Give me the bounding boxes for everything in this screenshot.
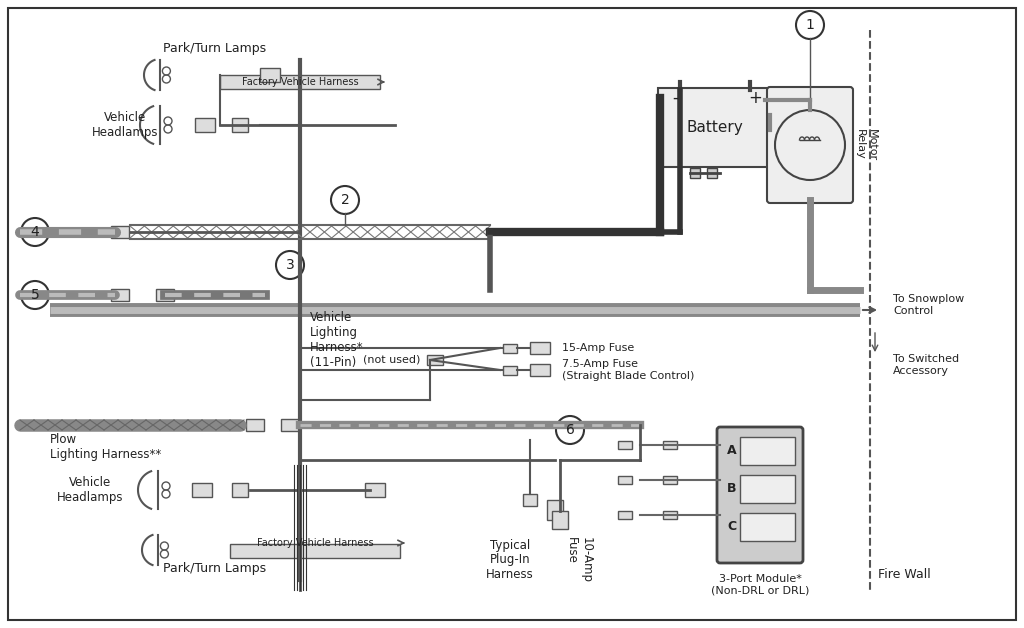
Text: (not used): (not used) [362, 355, 420, 365]
Bar [740, 475, 795, 503]
Text: Battery: Battery [687, 120, 743, 135]
Text: -: - [672, 89, 678, 107]
FancyBboxPatch shape [618, 511, 632, 519]
Text: Factory Vehicle Harness: Factory Vehicle Harness [242, 77, 358, 87]
FancyBboxPatch shape [552, 511, 568, 529]
Text: Typical
Plug-In
Harness: Typical Plug-In Harness [486, 538, 534, 582]
Text: To Snowplow
Control: To Snowplow Control [893, 294, 965, 316]
FancyBboxPatch shape [232, 483, 248, 497]
FancyBboxPatch shape [220, 75, 380, 89]
FancyBboxPatch shape [230, 544, 400, 558]
Text: 2: 2 [341, 193, 349, 207]
Text: Motor
Relay: Motor Relay [855, 129, 877, 161]
FancyBboxPatch shape [503, 365, 517, 374]
Text: +: + [749, 89, 762, 107]
Text: A: A [727, 443, 737, 457]
FancyBboxPatch shape [663, 511, 677, 519]
Text: 3: 3 [286, 258, 294, 272]
Text: Fire Wall: Fire Wall [878, 568, 931, 582]
Text: 4: 4 [31, 225, 39, 239]
Text: 1: 1 [806, 18, 814, 32]
FancyBboxPatch shape [523, 494, 537, 506]
Text: 3-Port Module*
(Non-DRL or DRL): 3-Port Module* (Non-DRL or DRL) [711, 574, 809, 596]
FancyBboxPatch shape [503, 344, 517, 352]
Text: To Switched
Accessory: To Switched Accessory [893, 354, 959, 376]
FancyBboxPatch shape [530, 364, 550, 376]
Bar [740, 513, 795, 541]
FancyBboxPatch shape [195, 118, 215, 132]
Text: Vehicle
Headlamps: Vehicle Headlamps [92, 111, 159, 139]
Text: B: B [727, 482, 736, 494]
FancyBboxPatch shape [111, 226, 129, 238]
Text: Park/Turn Lamps: Park/Turn Lamps [164, 562, 266, 575]
Text: Park/Turn Lamps: Park/Turn Lamps [164, 42, 266, 55]
FancyBboxPatch shape [281, 419, 299, 431]
FancyBboxPatch shape [8, 8, 1016, 620]
Text: Vehicle
Headlamps: Vehicle Headlamps [56, 476, 123, 504]
Text: Plow
Lighting Harness**: Plow Lighting Harness** [50, 433, 161, 461]
Text: Vehicle
Lighting
Harness*
(11-Pin): Vehicle Lighting Harness* (11-Pin) [310, 311, 364, 369]
FancyBboxPatch shape [193, 483, 212, 497]
FancyBboxPatch shape [658, 88, 772, 167]
Text: C: C [727, 519, 736, 533]
FancyBboxPatch shape [111, 289, 129, 301]
FancyBboxPatch shape [618, 476, 632, 484]
Text: 6: 6 [565, 423, 574, 437]
Text: 10-Amp
Fuse: 10-Amp Fuse [565, 537, 593, 583]
FancyBboxPatch shape [246, 419, 264, 431]
Bar [740, 437, 795, 465]
FancyBboxPatch shape [156, 289, 174, 301]
Text: 7.5-Amp Fuse
(Straight Blade Control): 7.5-Amp Fuse (Straight Blade Control) [562, 359, 694, 381]
FancyBboxPatch shape [717, 427, 803, 563]
FancyBboxPatch shape [365, 483, 385, 497]
FancyBboxPatch shape [260, 68, 280, 82]
Text: 15-Amp Fuse: 15-Amp Fuse [562, 343, 634, 353]
FancyBboxPatch shape [618, 441, 632, 449]
FancyBboxPatch shape [547, 500, 563, 520]
FancyBboxPatch shape [663, 441, 677, 449]
FancyBboxPatch shape [663, 476, 677, 484]
Bar [690, 168, 700, 178]
Text: Factory Vehicle Harness: Factory Vehicle Harness [257, 538, 374, 548]
Text: 5: 5 [31, 288, 39, 302]
Bar [707, 168, 717, 178]
FancyBboxPatch shape [767, 87, 853, 203]
FancyBboxPatch shape [232, 118, 248, 132]
FancyBboxPatch shape [530, 342, 550, 354]
FancyBboxPatch shape [427, 355, 443, 365]
